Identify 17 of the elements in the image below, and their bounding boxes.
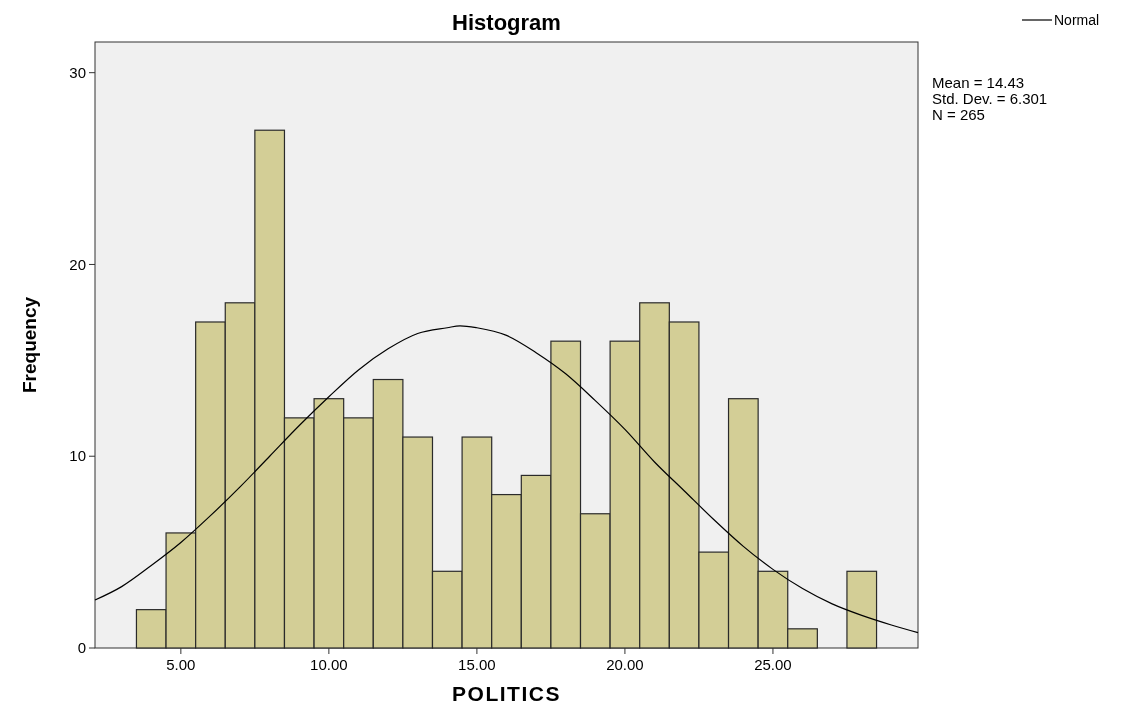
y-tick-label: 20 <box>69 255 86 273</box>
x-tick-label: 5.00 <box>166 656 196 673</box>
x-tick-label: 25.00 <box>754 656 792 673</box>
x-tick-label: 15.00 <box>458 656 496 673</box>
chart-title: Histogram <box>452 10 561 35</box>
text: N = 265 <box>932 106 985 123</box>
legend-label: Normal <box>1054 11 1100 28</box>
text: Std. Dev. = 6.301 <box>932 90 1048 107</box>
x-tick-label: 20.00 <box>606 656 644 673</box>
x-tick-label: 10.00 <box>310 656 348 673</box>
line-series <box>94 325 919 634</box>
y-tick-label: 10 <box>69 447 86 465</box>
text: Mean = 14.43 <box>932 74 1025 91</box>
y-tick-label: 0 <box>77 639 86 657</box>
y-tick-label: 30 <box>69 63 86 81</box>
x-axis-title: POLITICS <box>452 682 561 705</box>
y-axis-title: Frequency <box>19 296 40 394</box>
